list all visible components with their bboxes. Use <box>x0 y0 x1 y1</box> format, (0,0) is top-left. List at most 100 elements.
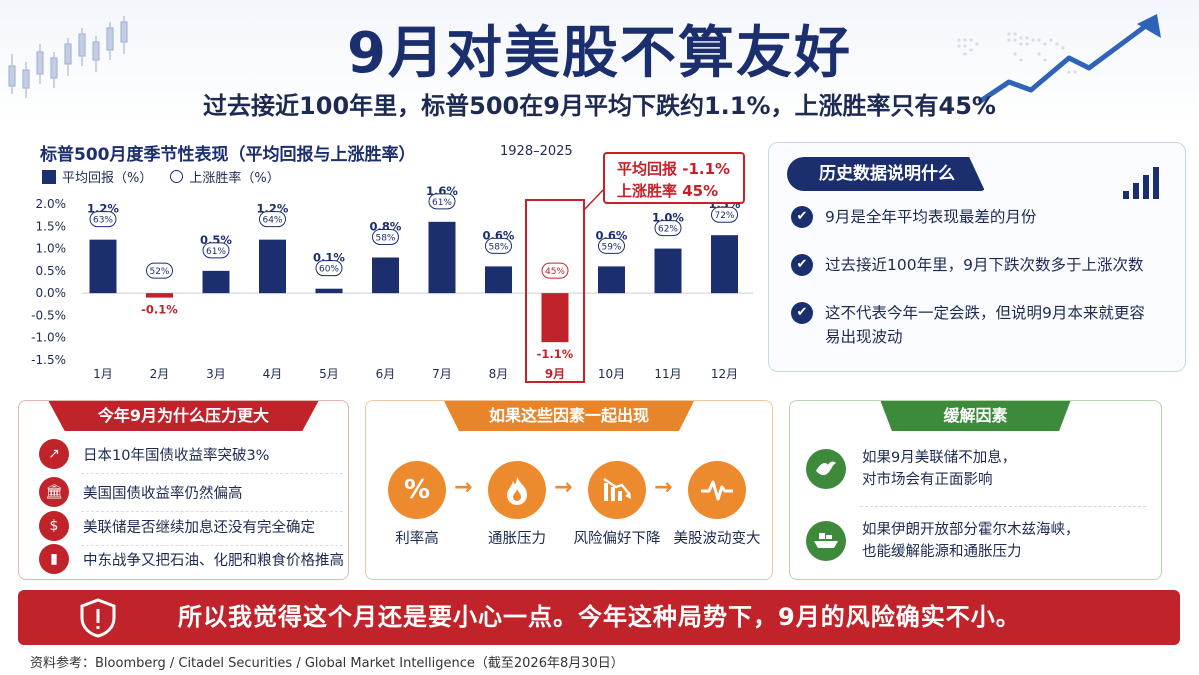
world-map-arrow-decoration-icon <box>957 14 1161 105</box>
x-tick-label: 5月 <box>319 367 339 381</box>
fed-icon: $ <box>39 511 69 541</box>
bar <box>146 293 173 298</box>
pressure-item: $ 美联储是否继续加息还没有完全确定 <box>39 511 315 541</box>
x-tick-label: 8月 <box>489 367 509 381</box>
legend-winrate-label: 上涨胜率（%） <box>189 171 280 186</box>
factor-label: 利率高 <box>395 531 439 547</box>
relief-item-line1: 如果伊朗开放部分霍尔木兹海峡， <box>862 522 1080 538</box>
bar <box>711 235 738 294</box>
factors-title: 如果这些因素一起出现 <box>444 401 694 431</box>
callout-connector <box>583 189 604 211</box>
win-rate-label: 72% <box>714 211 734 221</box>
percent-icon: % <box>388 461 446 519</box>
bar <box>485 266 512 294</box>
x-tick-label: 6月 <box>376 367 396 381</box>
history-item-text: 9月是全年平均表现最差的月份 <box>825 208 1037 226</box>
history-item-text: 这不代表今年一定会跌，但说明9月本来就更容易出现波动 <box>825 304 1145 346</box>
bar <box>541 293 569 343</box>
win-rate-pill <box>89 211 117 228</box>
relief-title: 缓解因素 <box>880 401 1071 431</box>
callout-return: 平均回报 -1.1% <box>617 160 731 178</box>
y-tick-label: 0.0% <box>36 286 67 300</box>
oil-barrel-icon: ▮ <box>39 544 69 574</box>
x-tick-label: 2月 <box>150 367 170 381</box>
pulse-icon <box>688 461 746 519</box>
win-rate-label: 61% <box>206 247 226 257</box>
highlight-frame <box>525 199 585 383</box>
win-rate-pill <box>315 260 343 277</box>
x-tick-label: 4月 <box>263 367 283 381</box>
conclusion-banner: 所以我觉得这个月还是要小心一点。今年这种局势下，9月的风险确实不小。 <box>18 590 1180 645</box>
y-tick-label: -1.0% <box>31 331 66 345</box>
chart-period: 1928–2025 <box>500 144 573 159</box>
history-item: ✔ 9月是全年平均表现最差的月份 <box>791 205 1036 229</box>
divider <box>81 545 343 546</box>
pressure-item-text: 日本10年国债收益率突破3% <box>83 447 270 464</box>
history-item: ✔ 过去接近100年里，9月下跌次数多于上涨次数 <box>791 253 1143 277</box>
win-rate-pill <box>428 193 456 210</box>
bank-icon: 🏛 <box>39 477 69 507</box>
relief-item: 如果9月美联储不加息， 对市场会有正面影响 <box>806 447 1016 491</box>
x-tick-label: 3月 <box>206 367 226 381</box>
bar-chart: 2.0%1.5%1.0%0.5%0.0%-0.5%-1.0%-1.5%1.2%6… <box>31 184 753 383</box>
arrow-right-icon: → <box>654 475 673 500</box>
win-rate-pill <box>711 206 738 223</box>
bar <box>598 266 625 294</box>
arrow-right-icon: → <box>454 475 473 500</box>
pressure-box: 今年9月为什么压力更大 ↗ 日本10年国债收益率突破3% 🏛 美国国债收益率仍然… <box>18 400 349 580</box>
legend-return-swatch <box>42 169 56 184</box>
bar <box>89 239 117 294</box>
source-note: 资料参考：Bloomberg / Citadel Securities / Gl… <box>30 656 624 671</box>
relief-item: 如果伊朗开放部分霍尔木兹海峡， 也能缓解能源和通胀压力 <box>806 519 1080 563</box>
relief-item-line2: 对市场会有正面影响 <box>862 472 993 488</box>
factor-label: 美股波动变大 <box>673 531 761 547</box>
factor-label: 通胀压力 <box>488 531 546 547</box>
factor-label: 风险偏好下降 <box>573 531 661 547</box>
x-tick-label: 9月 <box>545 367 565 381</box>
x-tick-label: 7月 <box>432 367 452 381</box>
ship-icon <box>806 521 846 561</box>
win-rate-pill <box>485 237 512 254</box>
relief-box: 缓解因素 如果9月美联储不加息， 对市场会有正面影响 如果伊朗开放部分霍尔木兹海… <box>789 400 1162 580</box>
bar <box>372 257 399 294</box>
callout-winrate: 上涨胜率 45% <box>617 182 719 200</box>
bar-chart-icon <box>1123 167 1159 199</box>
page-subtitle: 过去接近100年里，标普500在9月平均下跌约1.1%，上涨胜率只有45% <box>203 92 996 120</box>
factors-box: 如果这些因素一起出现 % → → → 利率高 通胀压力 风险偏好下降 美股波动变… <box>365 400 773 580</box>
bar <box>259 239 286 294</box>
fire-icon <box>488 461 546 519</box>
history-panel: 历史数据说明什么 ✔ 9月是全年平均表现最差的月份 ✔ 过去接近100年里，9月… <box>768 142 1186 372</box>
relief-item-line2: 也能缓解能源和通胀压力 <box>862 544 1022 560</box>
y-tick-label: 1.0% <box>36 242 67 256</box>
bar <box>202 270 230 294</box>
divider <box>81 511 343 512</box>
win-rate-label: 59% <box>601 242 621 252</box>
dove-icon <box>806 449 846 489</box>
y-tick-label: -0.5% <box>31 308 66 322</box>
check-icon: ✔ <box>791 302 813 324</box>
bar <box>315 288 343 294</box>
relief-item-line1: 如果9月美联储不加息， <box>862 450 1017 466</box>
bar <box>428 221 456 294</box>
win-rate-pill <box>146 262 173 279</box>
win-rate-label: 63% <box>93 216 113 226</box>
win-rate-pill <box>202 242 230 259</box>
x-tick-label: 12月 <box>711 367 738 381</box>
value-label: -1.1% <box>537 347 574 361</box>
chart-down-icon <box>588 461 646 519</box>
x-tick-label: 11月 <box>654 367 681 381</box>
win-rate-label: 52% <box>149 267 169 277</box>
check-icon: ✔ <box>791 206 813 228</box>
chart-up-icon: ↗ <box>39 439 69 469</box>
value-label: -0.1% <box>141 303 178 317</box>
win-rate-label: 64% <box>262 216 282 226</box>
pressure-item: ↗ 日本10年国债收益率突破3% <box>39 439 269 469</box>
win-rate-pill <box>654 220 682 237</box>
y-tick-label: 2.0% <box>36 197 67 211</box>
win-rate-label: 61% <box>432 198 452 208</box>
candlestick-decoration-icon <box>8 16 128 98</box>
history-title: 历史数据说明什么 <box>787 157 985 191</box>
header: 9月对美股不算友好 过去接近100年里，标普500在9月平均下跌约1.1%，上涨… <box>0 0 1199 125</box>
divider <box>860 506 1146 507</box>
win-rate-label: 58% <box>375 233 395 243</box>
